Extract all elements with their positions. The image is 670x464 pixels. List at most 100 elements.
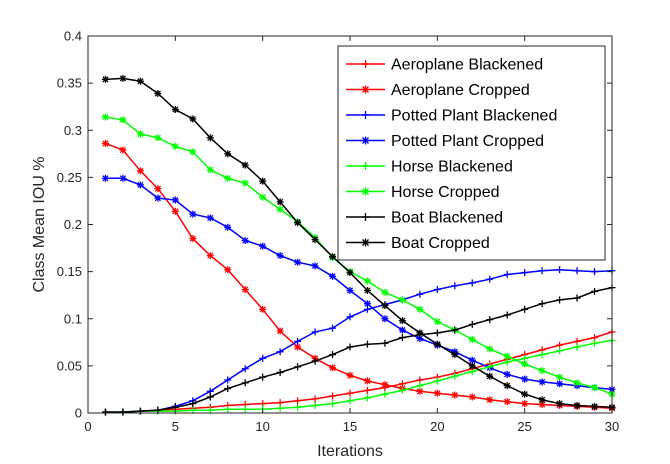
data-point xyxy=(276,404,284,412)
data-point xyxy=(503,370,511,378)
data-point xyxy=(416,335,424,343)
marker-stroke xyxy=(102,175,109,182)
marker-stroke xyxy=(277,198,284,205)
x-tick-label: 5 xyxy=(172,419,179,434)
data-point xyxy=(276,327,284,335)
marker-stroke xyxy=(399,326,406,334)
data-point xyxy=(468,320,476,328)
data-point xyxy=(154,134,162,142)
marker-stroke xyxy=(416,306,423,313)
data-point xyxy=(346,389,354,397)
data-point xyxy=(556,347,564,355)
legend-marker xyxy=(361,187,370,196)
legend-marker xyxy=(361,238,370,247)
marker-stroke xyxy=(329,364,336,371)
data-point xyxy=(224,150,232,158)
marker-stroke xyxy=(416,388,423,395)
data-point xyxy=(311,236,319,244)
marker-stroke xyxy=(242,179,249,187)
marker-stroke xyxy=(189,148,196,156)
data-point xyxy=(381,288,389,296)
data-point xyxy=(433,286,441,294)
data-point xyxy=(101,113,109,121)
series-7 xyxy=(101,74,616,411)
legend: Aeroplane Blackened Aeroplane Cropped Pott… xyxy=(337,45,606,261)
marker-stroke xyxy=(381,315,389,322)
data-point xyxy=(241,161,249,169)
data-point xyxy=(468,279,476,287)
data-point xyxy=(398,317,406,325)
marker-stroke xyxy=(137,167,144,174)
data-point xyxy=(486,345,494,353)
data-point xyxy=(329,253,337,261)
marker-stroke xyxy=(102,76,109,83)
x-tick-label: 25 xyxy=(517,419,531,434)
data-point xyxy=(416,290,424,298)
data-point xyxy=(381,315,389,323)
data-point xyxy=(346,343,354,351)
data-point xyxy=(329,392,337,400)
data-point xyxy=(119,116,127,124)
marker-stroke xyxy=(154,185,161,192)
marker-stroke xyxy=(259,243,266,250)
legend-entry: Aeroplane Blackened xyxy=(346,57,543,74)
data-point xyxy=(486,396,494,404)
data-point xyxy=(294,403,302,411)
data-point xyxy=(503,398,511,406)
data-point xyxy=(398,326,406,334)
data-point xyxy=(433,329,441,337)
marker-stroke xyxy=(521,400,528,407)
data-point xyxy=(556,373,564,381)
marker-stroke xyxy=(469,393,476,401)
marker-stroke xyxy=(521,360,528,368)
marker-stroke xyxy=(224,224,231,231)
series-line xyxy=(105,77,613,409)
data-point xyxy=(381,339,389,347)
x-tick-label: 10 xyxy=(255,419,269,434)
data-point xyxy=(329,364,337,372)
data-point xyxy=(451,391,459,399)
legend-label: Potted Plant Cropped xyxy=(391,133,544,150)
data-point xyxy=(416,382,424,390)
data-point xyxy=(503,352,511,360)
data-point xyxy=(363,377,371,385)
legend-label: Potted Plant Blackened xyxy=(391,108,557,125)
marker-stroke xyxy=(137,181,144,188)
y-axis-label: Class Mean IOU % xyxy=(31,156,48,292)
marker-stroke xyxy=(207,166,214,173)
marker-stroke xyxy=(556,400,563,407)
marker-stroke xyxy=(451,392,458,399)
marker-stroke xyxy=(434,318,441,325)
data-point xyxy=(311,395,319,403)
marker-stroke xyxy=(573,379,581,386)
marker-stroke xyxy=(591,403,598,410)
data-point xyxy=(119,174,127,182)
marker-stroke xyxy=(277,252,284,259)
data-point xyxy=(276,205,284,213)
y-tick-label: 0.15 xyxy=(57,264,82,279)
data-point xyxy=(573,401,581,409)
marker-stroke xyxy=(451,351,458,358)
data-point xyxy=(521,390,529,398)
data-point xyxy=(398,334,406,342)
data-point xyxy=(381,390,389,398)
data-point xyxy=(363,394,371,402)
y-tick-label: 0.35 xyxy=(57,76,82,91)
marker-stroke xyxy=(539,367,546,374)
marker-stroke xyxy=(102,140,109,147)
data-point xyxy=(468,393,476,401)
data-point xyxy=(224,223,232,231)
data-point xyxy=(346,313,354,321)
data-point xyxy=(468,335,476,343)
y-tick-label: 0.4 xyxy=(64,29,82,44)
marker-stroke xyxy=(259,178,266,185)
marker-stroke xyxy=(189,115,196,123)
marker-stroke xyxy=(102,113,109,121)
x-tick-label: 30 xyxy=(605,419,619,434)
marker-stroke xyxy=(154,90,161,97)
series-line xyxy=(105,116,613,395)
data-point xyxy=(329,324,337,332)
marker-stroke xyxy=(573,402,581,409)
data-point xyxy=(224,266,232,274)
